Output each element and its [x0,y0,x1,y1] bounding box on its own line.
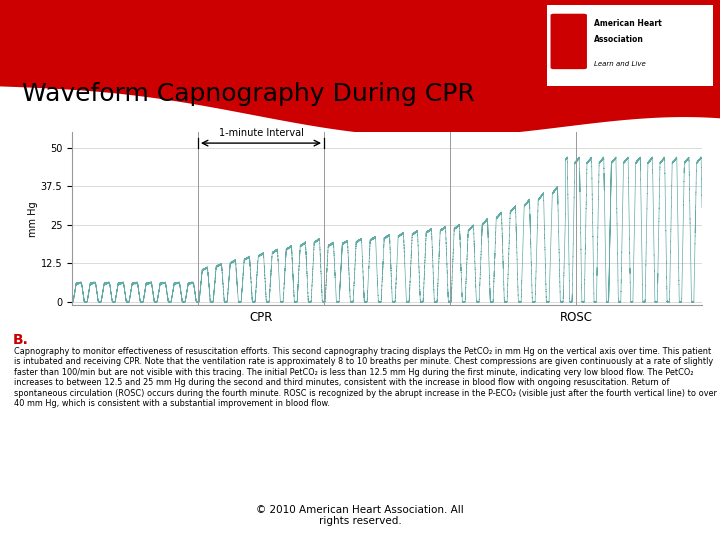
Polygon shape [0,0,720,137]
FancyBboxPatch shape [551,14,587,69]
Text: 1-minute Interval: 1-minute Interval [219,129,303,138]
Text: Capnography to monitor effectiveness of resuscitation efforts. This second capno: Capnography to monitor effectiveness of … [14,347,717,408]
Y-axis label: mm Hg: mm Hg [28,201,38,237]
Text: CPR: CPR [249,310,273,324]
Text: Association: Association [593,35,644,44]
Text: ROSC: ROSC [559,310,593,324]
Text: B.: B. [13,333,29,347]
Text: © 2010 American Heart Association. All
rights reserved.: © 2010 American Heart Association. All r… [256,505,464,526]
FancyBboxPatch shape [547,5,713,86]
Text: Waveform Capnography During CPR: Waveform Capnography During CPR [22,83,475,106]
Text: American Heart: American Heart [593,18,661,28]
Text: Learn and Live: Learn and Live [593,60,645,67]
